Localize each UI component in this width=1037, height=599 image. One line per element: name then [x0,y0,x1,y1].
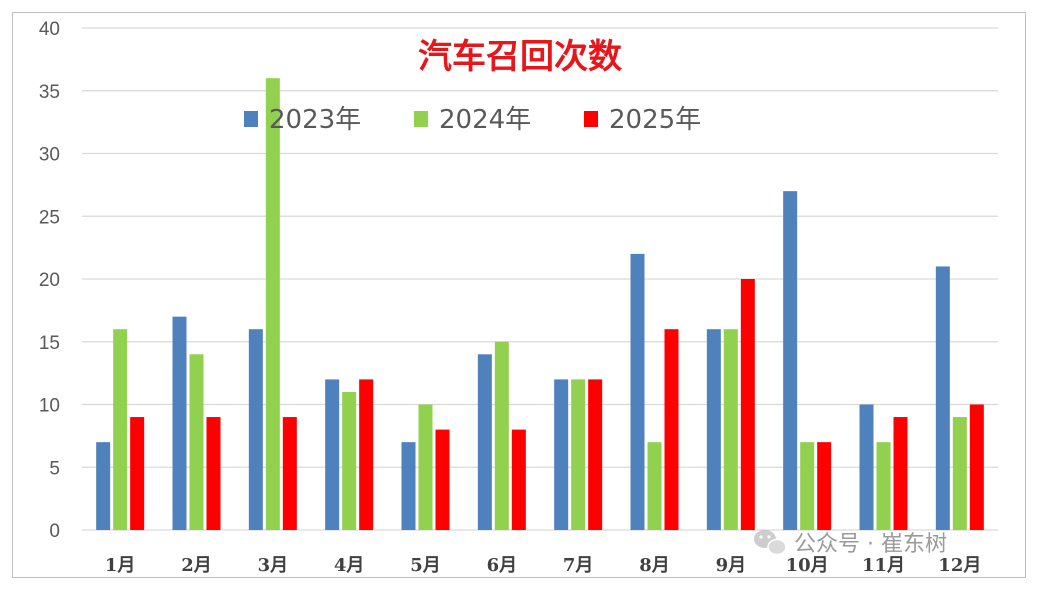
bar-2025年-11月 [893,417,908,530]
legend-label: 2023年 [269,105,361,135]
bar-2023年-1月 [96,442,111,530]
bar-2025年-7月 [588,379,603,530]
bar-2023年-2月 [172,316,187,530]
bar-2024年-4月 [342,391,357,530]
x-tick-label: 5月 [410,555,441,576]
bar-2025年-6月 [511,429,526,530]
bar-2025年-3月 [282,417,297,530]
x-tick-label: 3月 [258,555,289,576]
bar-2024年-8月 [647,442,662,530]
chart-title: 汽车召回次数 [418,37,622,77]
bars [96,78,984,530]
x-tick-label: 1月 [105,555,136,576]
legend-label: 2024年 [439,105,531,135]
x-tick-label: 10月 [786,555,829,576]
bar-2025年-2月 [206,417,221,530]
x-tick-label: 12月 [938,555,981,576]
wechat-icon [754,530,787,556]
y-tick-label: 30 [39,145,60,166]
watermark: 公众号 · 崔东树 [754,530,947,557]
legend-swatch [584,111,598,127]
x-tick-label: 6月 [487,555,518,576]
y-tick-label: 10 [39,396,60,417]
x-axis-ticks: 1月 2月 3月 4月 5月 6月 7月 8月 9月 10月 11月 12月 [105,555,981,576]
x-tick-label: 4月 [334,555,365,576]
bar-2023年-11月 [859,404,874,530]
bar-2024年-5月 [418,404,433,530]
bar-2024年-11月 [876,442,891,530]
bar-2023年-9月 [706,329,721,530]
y-axis-ticks: 0 5 10 15 20 25 30 35 40 [39,19,60,542]
bar-2024年-7月 [571,379,586,530]
bar-2025年-8月 [664,329,679,530]
y-tick-label: 40 [39,19,60,40]
bar-2024年-12月 [952,417,967,530]
bar-2024年-3月 [265,78,280,530]
bar-2023年-7月 [554,379,569,530]
y-tick-label: 25 [39,207,60,228]
bar-2023年-6月 [477,354,492,530]
bar-2025年-1月 [130,417,145,530]
legend-swatch [414,111,428,127]
y-tick-label: 35 [39,82,60,103]
bar-2023年-8月 [630,253,645,530]
x-tick-label: 2月 [181,555,212,576]
bar-2025年-10月 [817,442,832,530]
y-tick-label: 0 [49,521,60,542]
grid-lines [82,27,998,531]
legend-label: 2025年 [609,105,701,135]
bar-2024年-9月 [723,329,738,530]
y-tick-label: 5 [49,458,60,479]
bar-2023年-10月 [783,191,798,530]
bar-2025年-5月 [435,429,450,530]
legend-swatch [244,111,258,127]
bar-2024年-1月 [113,329,128,530]
x-tick-label: 9月 [716,555,747,576]
bar-2023年-12月 [935,266,950,530]
bar-2023年-3月 [248,329,263,530]
bar-2025年-4月 [359,379,374,530]
watermark-text: 公众号 · 崔东树 [794,532,947,557]
bar-2024年-10月 [800,442,815,530]
legend: 2023年 2024年 2025年 [244,105,701,135]
bar-2023年-4月 [325,379,340,530]
bar-2024年-6月 [494,341,509,530]
x-tick-label: 8月 [639,555,670,576]
bar-2023年-5月 [401,442,416,530]
y-tick-label: 20 [39,270,60,291]
bar-2025年-12月 [969,404,984,530]
bar-2024年-2月 [189,354,204,530]
y-tick-label: 15 [39,333,60,354]
x-tick-label: 7月 [563,555,594,576]
x-tick-label: 11月 [862,555,905,576]
bar-2025年-9月 [740,279,755,530]
chart-frame [12,12,1026,578]
